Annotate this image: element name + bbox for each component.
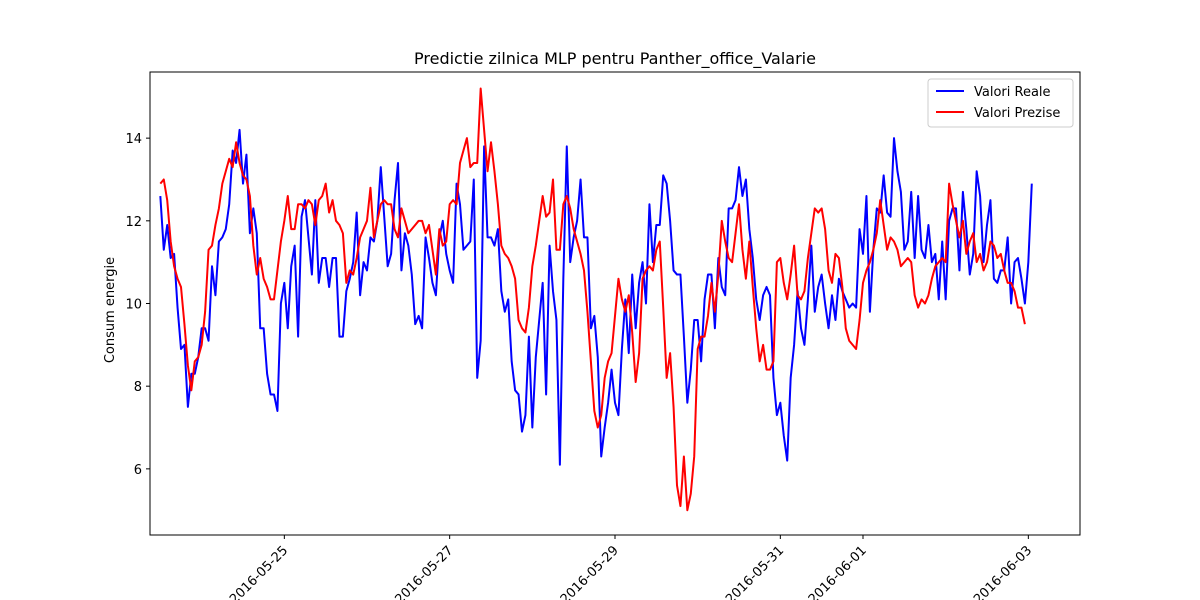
series-line-1 — [159, 87, 1026, 512]
chart-title: Predictie zilnica MLP pentru Panther_off… — [414, 49, 816, 69]
y-tick-label: 12 — [125, 215, 142, 230]
y-tick-label: 14 — [125, 132, 142, 147]
plot-frame — [149, 71, 1081, 536]
plot-series — [159, 87, 1033, 512]
y-tick-label: 6 — [134, 463, 142, 478]
y-tick-label: 8 — [134, 380, 142, 395]
legend-label-1: Valori Prezise — [974, 106, 1060, 121]
y-tick-label: 10 — [125, 298, 142, 313]
legend: Valori Reale Valori Prezise — [927, 78, 1074, 128]
legend-label-0: Valori Reale — [974, 85, 1051, 100]
legend-box — [927, 78, 1074, 128]
y-axis-label: Consum energie — [103, 257, 118, 363]
y-axis: 6 8 10 12 14 — [125, 132, 150, 478]
